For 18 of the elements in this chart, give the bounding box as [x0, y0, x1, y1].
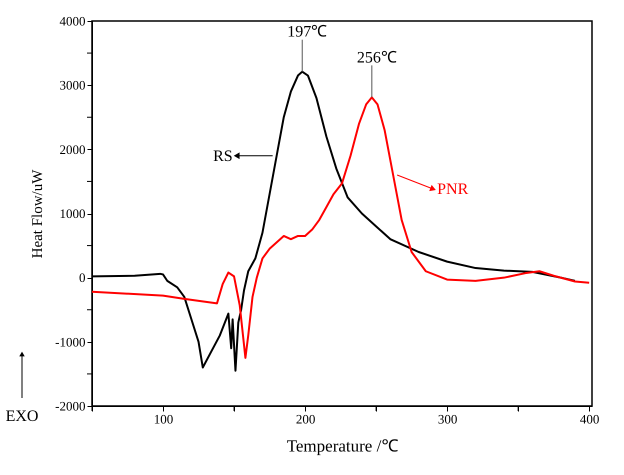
y-tick-label: 4000: [60, 14, 86, 28]
y-tick-label: 1000: [60, 206, 86, 221]
y-tick-label: -2000: [55, 398, 86, 414]
y-tick-label: 2000: [60, 142, 86, 157]
annotation: 197℃: [287, 24, 328, 41]
text: EXO: [6, 408, 38, 425]
y-tick-label: -1000: [55, 334, 86, 350]
x-tick-label: 100: [154, 412, 174, 426]
x-tick-label: 400: [580, 412, 600, 426]
y-tick-label: 3000: [60, 78, 86, 93]
x-tick-label: 300: [438, 412, 458, 426]
legend-label: PNR: [437, 181, 469, 198]
annotation: 256℃: [356, 49, 397, 66]
x-tick-label: 200: [296, 412, 316, 426]
text: RS: [213, 148, 233, 165]
y-tick-label: 0: [79, 270, 86, 286]
x-axis-title: Temperature /℃: [286, 436, 398, 456]
y-axis-title: Heat Flow/uW: [30, 168, 46, 258]
